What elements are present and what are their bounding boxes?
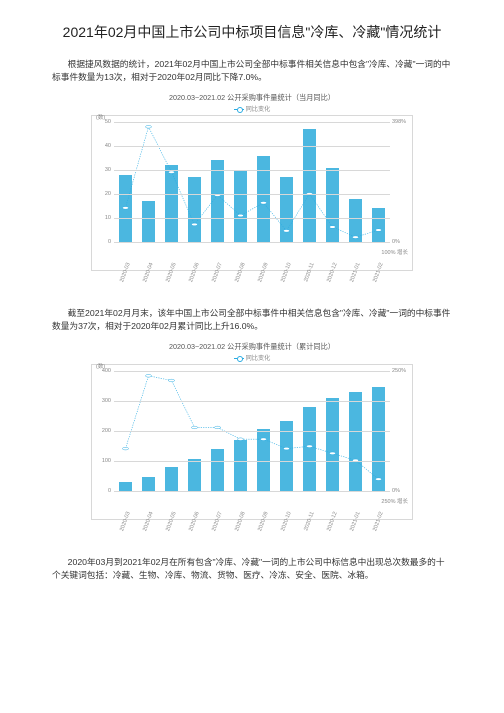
x-tick: 2020-04: [142, 262, 155, 283]
line-marker: [283, 447, 289, 450]
chart-canvas: (数) 0100200300400250%0% 2020-032020-0420…: [91, 364, 413, 520]
intro-paragraph-2: 截至2021年02月月末，该年中国上市公司全部中标事件中相关信息包含"冷库、冷藏…: [0, 307, 504, 342]
line-marker: [145, 374, 151, 377]
line-marker: [214, 426, 220, 429]
line-marker: [306, 445, 312, 448]
y-tick-left: 100: [96, 458, 111, 464]
line-marker: [191, 223, 197, 226]
chart-title: 2020.03~2021.02 公开采购事件量统计（累计同比）: [91, 342, 413, 352]
line-marker: [191, 426, 197, 429]
gridline: [114, 218, 390, 219]
x-tick: 2020-10: [280, 262, 293, 283]
line-marker: [260, 201, 266, 204]
x-tick: 2020-09: [257, 262, 270, 283]
gridline: [114, 371, 390, 372]
page-title: 2021年02月中国上市公司中标项目信息"冷库、冷藏"情况统计: [0, 0, 504, 58]
chart-title: 2020.03~2021.02 公开采购事件量统计（当月同比）: [91, 93, 413, 103]
x-tick: 2020-09: [257, 511, 270, 532]
x-tick: 2020-08: [234, 511, 247, 532]
x-tick: 2020-03: [119, 262, 132, 283]
chart-canvas: (数) 01020304050398%0% 2020-032020-042020…: [91, 115, 413, 271]
chart-legend: 同比变化: [91, 353, 413, 362]
x-tick: 2020-07: [211, 511, 224, 532]
gridline: [114, 122, 390, 123]
x-tick: 2020-05: [165, 262, 178, 283]
right-unit: 250% 增长: [381, 497, 408, 505]
y-tick-right: 250%: [392, 368, 410, 374]
y-tick-left: 30: [96, 167, 111, 173]
line-marker: [375, 229, 381, 232]
trend-line: [126, 127, 379, 237]
x-tick: 2020-10: [280, 511, 293, 532]
y-tick-left: 200: [96, 428, 111, 434]
x-tick: 2020-06: [188, 511, 201, 532]
x-tick: 2021-02: [372, 511, 385, 532]
chart-cumulative: 2020.03~2021.02 公开采购事件量统计（累计同比） 同比变化 (数)…: [91, 342, 413, 520]
line-marker: [329, 452, 335, 455]
y-tick-left: 0: [96, 239, 111, 245]
line-marker: [168, 379, 174, 382]
gridline: [114, 146, 390, 147]
legend-line-icon: [234, 109, 244, 110]
line-marker: [375, 478, 381, 481]
x-tick: 2020-08: [234, 262, 247, 283]
right-unit: 100% 增长: [381, 248, 408, 256]
y-tick-left: 40: [96, 143, 111, 149]
line-marker: [237, 438, 243, 441]
line-marker: [283, 229, 289, 232]
intro-paragraph-1: 根据捷风数据的统计，2021年02月中国上市公司全部中标事件相关信息中包含"冷库…: [0, 58, 504, 93]
x-tick: 2021-01: [349, 262, 362, 283]
intro-paragraph-3: 2020年03月到2021年02月在所有包含"冷库、冷藏"一词的上市公司中标信息…: [0, 556, 504, 591]
legend-label: 同比变化: [246, 106, 271, 113]
y-tick-left: 20: [96, 191, 111, 197]
gridline: [114, 170, 390, 171]
x-tick: 2021-02: [372, 262, 385, 283]
x-tick: 2020-12: [326, 262, 339, 283]
y-tick-right: 0%: [392, 239, 410, 245]
y-tick-right: 398%: [392, 119, 410, 125]
y-tick-left: 400: [96, 368, 111, 374]
y-tick-left: 0: [96, 488, 111, 494]
chart-monthly: 2020.03~2021.02 公开采购事件量统计（当月同比） 同比变化 (数)…: [91, 93, 413, 271]
x-tick: 2020-04: [142, 511, 155, 532]
line-marker: [122, 447, 128, 450]
y-tick-right: 0%: [392, 488, 410, 494]
line-marker: [237, 214, 243, 217]
x-tick: 2020-05: [165, 511, 178, 532]
x-tick: 2020-11: [303, 262, 315, 283]
line-marker: [122, 207, 128, 210]
gridline: [114, 194, 390, 195]
gridline: [114, 401, 390, 402]
gridline: [114, 431, 390, 432]
y-tick-left: 300: [96, 398, 111, 404]
legend-label: 同比变化: [246, 355, 271, 362]
chart-legend: 同比变化: [91, 104, 413, 113]
gridline: [114, 242, 390, 243]
gridline: [114, 491, 390, 492]
line-marker: [260, 438, 266, 441]
x-tick: 2020-07: [211, 262, 224, 283]
trend-line: [126, 376, 379, 479]
line-marker: [352, 236, 358, 239]
gridline: [114, 461, 390, 462]
y-tick-left: 10: [96, 215, 111, 221]
x-tick: 2020-03: [119, 511, 132, 532]
line-marker: [168, 171, 174, 174]
legend-line-icon: [234, 358, 244, 359]
line-marker: [145, 125, 151, 128]
x-tick: 2021-01: [349, 511, 362, 532]
y-tick-left: 50: [96, 119, 111, 125]
line-marker: [329, 226, 335, 229]
x-tick: 2020-12: [326, 511, 339, 532]
x-tick: 2020-06: [188, 262, 201, 283]
x-tick: 2020-11: [303, 511, 315, 532]
